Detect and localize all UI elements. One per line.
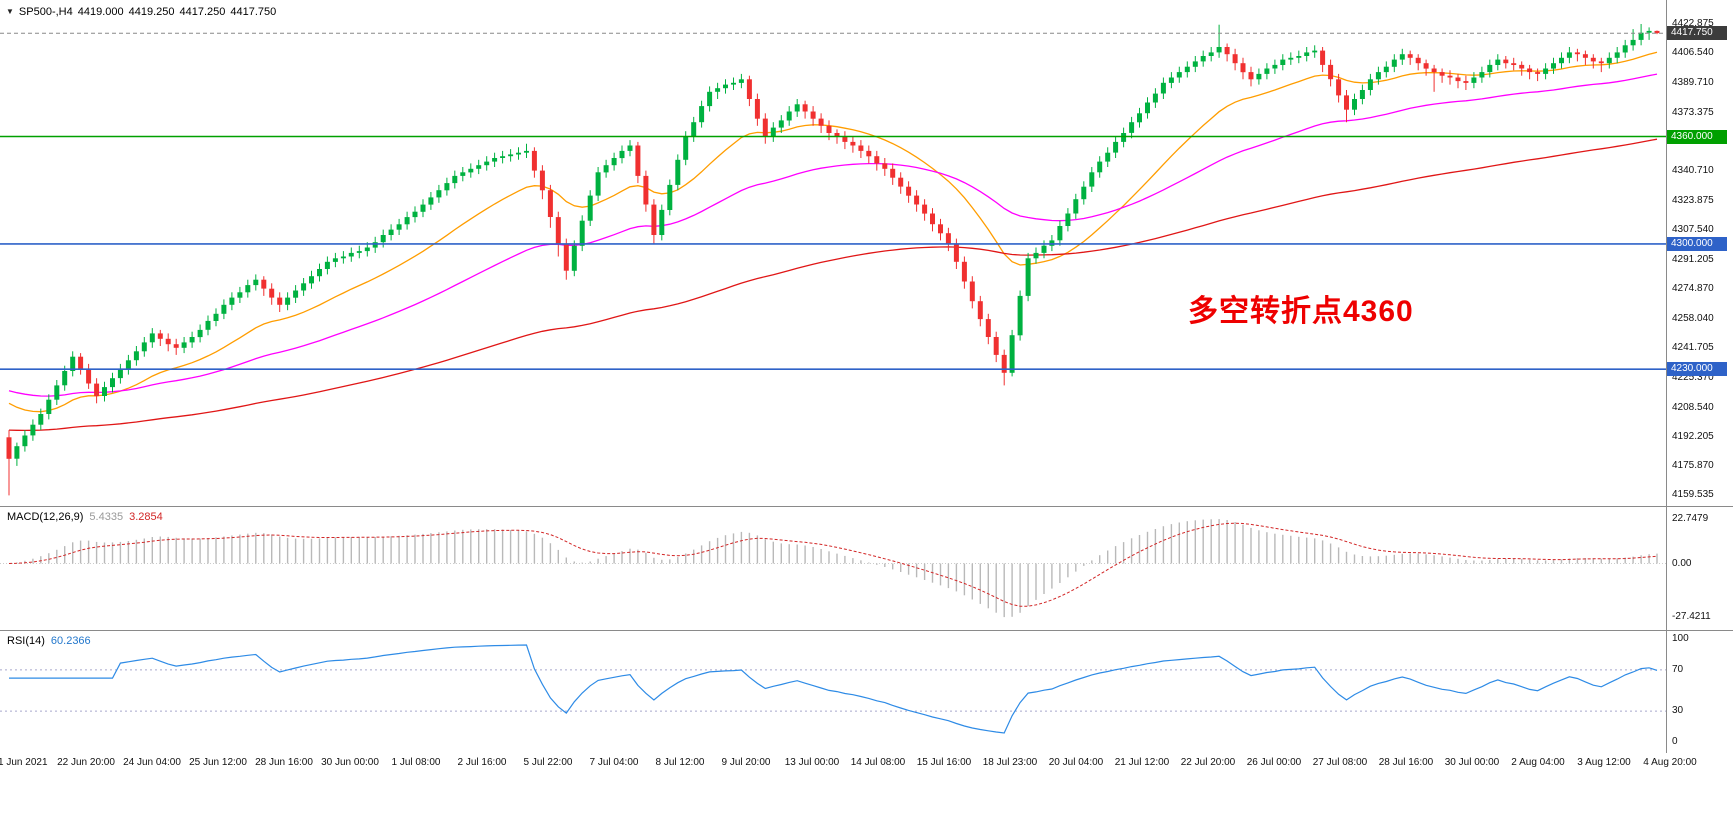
axis-tick-label: 4274.870 [1672,283,1714,294]
level-price-tag: 4360.000 [1667,130,1727,144]
panel-separator[interactable] [0,506,1733,507]
time-axis-label: 28 Jun 16:00 [255,757,313,768]
time-axis-label: 27 Jul 08:00 [1312,757,1368,768]
candlestick-series [6,24,1660,496]
time-axis-label: 9 Jul 20:00 [721,757,771,768]
time-axis-label: 2 Aug 04:00 [1511,757,1565,768]
time-axis-label: 26 Jul 00:00 [1246,757,1302,768]
time-axis-label: 25 Jun 12:00 [189,757,247,768]
time-axis-label: 18 Jul 23:00 [982,757,1038,768]
price-scale[interactable]: 4422.8754406.5404389.7104373.3754357.040… [1666,0,1733,506]
macd-name: MACD(12,26,9) [7,511,84,523]
rsi-indicator-label: RSI(14) 60.2366 [7,635,97,647]
time-axis-label: 15 Jul 16:00 [916,757,972,768]
current-price-tag: 4417.750 [1667,26,1727,40]
axis-tick-label: 4323.875 [1672,195,1714,206]
time-axis-label: 22 Jul 20:00 [1180,757,1236,768]
axis-tick-label: -27.4211 [1672,611,1711,622]
axis-tick-label: 4291.205 [1672,254,1714,265]
time-axis-label: 5 Jul 22:00 [523,757,573,768]
moving-average-lines [8,51,1658,432]
macd-histogram [16,519,1658,618]
macd-indicator-label: MACD(12,26,9) 5.4335 3.2854 [7,511,169,523]
rsi-name: RSI(14) [7,635,45,647]
axis-tick-label: 4192.205 [1672,431,1714,442]
panel-separator[interactable] [0,630,1733,631]
time-axis-label: 8 Jul 12:00 [655,757,705,768]
chart-annotation[interactable]: 多空转折点4360 [1188,295,1414,328]
time-axis-label: 22 Jun 20:00 [57,757,115,768]
axis-tick-label: 22.7479 [1672,513,1709,524]
rsi-scale[interactable]: 100 70 30 0 [1666,631,1733,753]
axis-tick-label: 4422.875 [1672,18,1714,29]
axis-tick-label: 4258.040 [1672,313,1714,324]
axis-tick-label: 4159.535 [1672,489,1714,500]
axis-tick-label: 4389.710 [1672,77,1714,88]
time-axis-label: 30 Jul 00:00 [1444,757,1500,768]
mid-ma-magenta [8,73,1658,397]
macd-main-value: 5.4335 [89,511,124,523]
time-axis-label: 13 Jul 00:00 [784,757,840,768]
axis-tick-label: 30 [1672,705,1684,716]
time-axis-label: 2 Jul 16:00 [457,757,507,768]
time-axis-label: 24 Jun 04:00 [123,757,181,768]
rsi-value: 60.2366 [50,635,91,647]
price-scale-border [1666,0,1667,753]
macd-scale[interactable]: 22.7479 0.00 -27.4211 [1666,507,1733,630]
time-axis-label: 7 Jul 04:00 [589,757,639,768]
axis-tick-label: 0 [1672,736,1678,747]
ohlc-low: 4417.250 [179,6,226,18]
axis-tick-label: 4373.375 [1672,107,1714,118]
time-axis-label: 1 Jul 08:00 [391,757,441,768]
time-axis-label: 20 Jul 04:00 [1048,757,1104,768]
time-axis-label: 28 Jul 16:00 [1378,757,1434,768]
axis-tick-label: 4225.370 [1672,372,1714,383]
axis-tick-label: 100 [1672,633,1689,644]
axis-tick-label: 0.00 [1672,558,1692,569]
axis-tick-label: 4175.870 [1672,460,1714,471]
symbol-dropdown-icon[interactable]: ▼ [6,7,14,16]
time-axis[interactable]: 21 Jun 2021 22 Jun 20:00 24 Jun 04:00 25 Ju… [0,753,1733,772]
symbol-period-label: SP500-,H4 [18,6,73,18]
fast-ma-orange [8,51,1658,413]
axis-tick-label: 4307.540 [1672,224,1714,235]
time-axis-label: 30 Jun 00:00 [321,757,379,768]
ohlc-open: 4419.000 [77,6,124,18]
time-axis-label: 3 Aug 12:00 [1577,757,1631,768]
time-axis-label: 21 Jul 12:00 [1114,757,1170,768]
horizontal-level-lines[interactable] [0,32,1666,371]
time-axis-label: 14 Jul 08:00 [850,757,906,768]
slow-ma-red [8,138,1658,432]
time-axis-label: 21 Jun 2021 [0,757,48,768]
macd-signal-line [8,522,1658,607]
level-price-tag: 4230.000 [1667,362,1727,376]
axis-tick-label: 4340.710 [1672,165,1714,176]
axis-tick-label: 4241.705 [1672,342,1714,353]
time-axis-label: 4 Aug 20:00 [1643,757,1697,768]
chart-surface[interactable] [0,0,1666,772]
rsi-line [9,644,1658,734]
ohlc-close: 4417.750 [230,6,277,18]
axis-tick-label: 4406.540 [1672,47,1714,58]
axis-tick-label: 70 [1672,664,1684,675]
ohlc-high: 4419.250 [128,6,175,18]
macd-signal-value: 3.2854 [129,511,163,523]
level-price-tag: 4300.000 [1667,237,1727,251]
symbol-ohlc-readout: ▼ SP500-,H4 4419.000 4419.250 4417.250 4417.7… [6,6,281,18]
axis-tick-label: 4208.540 [1672,402,1714,413]
